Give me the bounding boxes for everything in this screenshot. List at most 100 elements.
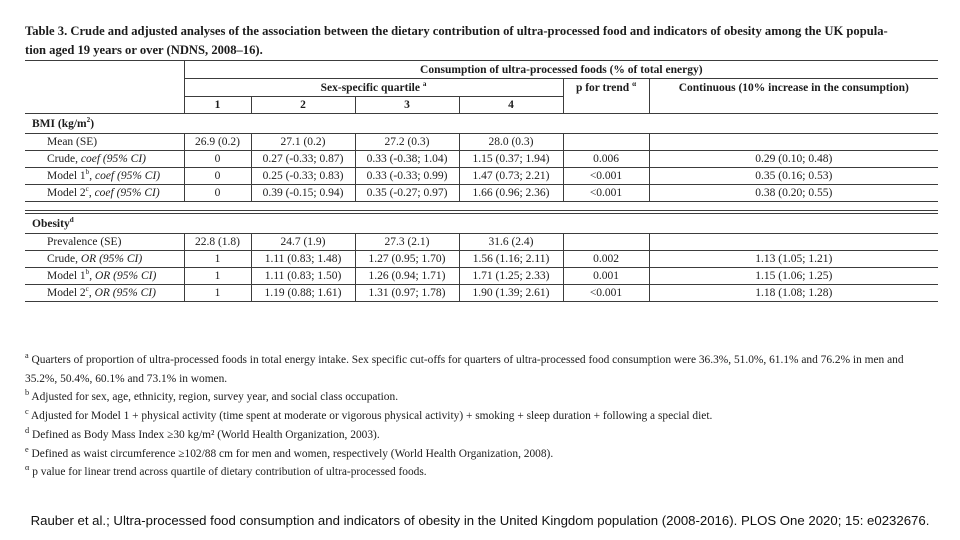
cell-q1: 26.9 (0.2) — [184, 133, 252, 151]
table-title-line2: tion aged 19 years or over (NDNS, 2008–1… — [25, 42, 263, 57]
section-gap — [25, 202, 938, 211]
results-table: Consumption of ultra-processed foods (% … — [25, 60, 939, 302]
quartile-2-header: 2 — [251, 96, 356, 114]
cell-q3: 27.3 (2.1) — [355, 233, 460, 251]
table-row-obesity-model1: Model 1b, OR (95% CI) 1 1.11 (0.83; 1.50… — [25, 267, 939, 285]
obesity-heading-text: Obesity — [32, 218, 70, 230]
cell-ptrend: <0.001 — [563, 284, 650, 302]
obesity-heading-sup: d — [69, 216, 74, 225]
row-label: Model 1b, OR (95% CI) — [25, 267, 185, 285]
cell-q1: 1 — [184, 284, 252, 302]
table-row-obesity-crude: Crude, OR (95% CI) 1 1.11 (0.83; 1.48) 1… — [25, 250, 939, 268]
continuous-header: Continuous (10% increase in the consumpt… — [649, 78, 939, 114]
footnote-e: e Defined as waist circumference ≥102/88… — [25, 444, 554, 460]
cell-continuous: 0.35 (0.16; 0.53) — [649, 167, 939, 185]
cell-ptrend — [563, 133, 650, 151]
cell-q4: 28.0 (0.3) — [459, 133, 564, 151]
cell-continuous: 1.18 (1.08; 1.28) — [649, 284, 939, 302]
row-label: Crude, coef (95% CI) — [25, 150, 185, 168]
cell-q1: 0 — [184, 184, 252, 202]
cell-q4: 1.66 (0.96; 2.36) — [459, 184, 564, 202]
table-title: Table 3. Crude and adjusted analyses of … — [25, 22, 938, 60]
quartile-group-label: Sex-specific quartile — [320, 81, 423, 94]
cell-ptrend: <0.001 — [563, 167, 650, 185]
cell-q2: 0.25 (-0.33; 0.83) — [251, 167, 356, 185]
citation-line: Rauber et al.; Ultra-processed food cons… — [30, 513, 930, 528]
cell-ptrend: 0.006 — [563, 150, 650, 168]
table-row-bmi-model1: Model 1b, coef (95% CI) 0 0.25 (-0.33; 0… — [25, 167, 939, 185]
cell-continuous: 0.29 (0.10; 0.48) — [649, 150, 939, 168]
table-title-line1: Table 3. Crude and adjusted analyses of … — [25, 24, 888, 38]
row-label: Model 2c, OR (95% CI) — [25, 284, 185, 302]
cell-q2: 24.7 (1.9) — [251, 233, 356, 251]
p-for-trend-footnote-mark: α — [632, 80, 637, 89]
cell-ptrend — [563, 233, 650, 251]
cell-q1: 1 — [184, 250, 252, 268]
quartile-group-header: Sex-specific quartile a — [184, 78, 564, 97]
cell-q3: 27.2 (0.3) — [355, 133, 460, 151]
cell-continuous: 1.15 (1.06; 1.25) — [649, 267, 939, 285]
cell-q2: 0.39 (-0.15; 0.94) — [251, 184, 356, 202]
section-heading-obesity: Obesityd — [25, 213, 939, 234]
bmi-heading-sup: 2 — [86, 116, 91, 125]
row-label: Crude, OR (95% CI) — [25, 250, 185, 268]
row-label: Mean (SE) — [25, 133, 185, 151]
table-row-bmi-crude: Crude, coef (95% CI) 0 0.27 (-0.33; 0.87… — [25, 150, 939, 168]
cell-q3: 1.26 (0.94; 1.71) — [355, 267, 460, 285]
table-row-bmi-model2: Model 2c, coef (95% CI) 0 0.39 (-0.15; 0… — [25, 184, 939, 202]
cell-continuous — [649, 233, 939, 251]
cell-ptrend: <0.001 — [563, 184, 650, 202]
cell-q3: 1.31 (0.97; 1.78) — [355, 284, 460, 302]
row-label: Model 1b, coef (95% CI) — [25, 167, 185, 185]
table-row-obesity-model2: Model 2c, OR (95% CI) 1 1.19 (0.88; 1.61… — [25, 284, 939, 302]
quartile-footnote-mark: a — [422, 79, 427, 88]
footnote-a: a Quarters of proportion of ultra-proces… — [25, 351, 904, 385]
row-label: Prevalence (SE) — [25, 233, 185, 251]
corner-cell — [25, 60, 185, 114]
cell-continuous: 1.13 (1.05; 1.21) — [649, 250, 939, 268]
quartile-4-header: 4 — [459, 96, 564, 114]
cell-continuous: 0.38 (0.20; 0.55) — [649, 184, 939, 202]
cell-ptrend: 0.001 — [563, 267, 650, 285]
cell-continuous — [649, 133, 939, 151]
table-row-obesity-prevalence: Prevalence (SE) 22.8 (1.8) 24.7 (1.9) 27… — [25, 233, 939, 251]
footnote-alpha: α p value for linear trend across quarti… — [25, 463, 427, 479]
cell-ptrend: 0.002 — [563, 250, 650, 268]
footnotes: a Quarters of proportion of ultra-proces… — [25, 351, 935, 482]
header-row-groups: Sex-specific quartile a p for trend α Co… — [25, 78, 939, 114]
cell-q2: 1.11 (0.83; 1.48) — [251, 250, 356, 268]
cell-q4: 1.90 (1.39; 2.61) — [459, 284, 564, 302]
header-row-consumption: Consumption of ultra-processed foods (% … — [25, 60, 939, 114]
cell-q1: 22.8 (1.8) — [184, 233, 252, 251]
quartile-3-header: 3 — [355, 96, 460, 114]
quartile-1-header: 1 — [184, 96, 252, 114]
cell-q2: 1.19 (0.88; 1.61) — [251, 284, 356, 302]
p-for-trend-header: p for trend α — [563, 78, 650, 114]
bmi-heading-text: BMI (kg/m — [32, 118, 87, 130]
cell-q3: 0.33 (-0.38; 1.04) — [355, 150, 460, 168]
double-rule — [25, 210, 939, 214]
section-heading-obesity-cell: Obesityd — [25, 213, 939, 234]
cell-q1: 1 — [184, 267, 252, 285]
cell-q4: 1.71 (1.25; 2.33) — [459, 267, 564, 285]
cell-q4: 1.47 (0.73; 2.21) — [459, 167, 564, 185]
section-heading-bmi-cell: BMI (kg/m2) — [25, 113, 939, 134]
cell-q2: 27.1 (0.2) — [251, 133, 356, 151]
cell-q1: 0 — [184, 150, 252, 168]
cell-q4: 31.6 (2.4) — [459, 233, 564, 251]
footnote-b: b Adjusted for sex, age, ethnicity, regi… — [25, 388, 399, 404]
cell-q1: 0 — [184, 167, 252, 185]
table-row-bmi-mean: Mean (SE) 26.9 (0.2) 27.1 (0.2) 27.2 (0.… — [25, 133, 939, 151]
section-heading-bmi: BMI (kg/m2) — [25, 113, 939, 134]
cell-q4: 1.15 (0.37; 1.94) — [459, 150, 564, 168]
footnote-c: c Adjusted for Model 1 + physical activi… — [25, 407, 713, 423]
header-row-quartile-numbers: 1 2 3 4 — [25, 96, 938, 114]
cell-q2: 1.11 (0.83; 1.50) — [251, 267, 356, 285]
row-label: Model 2c, coef (95% CI) — [25, 184, 185, 202]
p-for-trend-label: p for trend — [575, 82, 633, 94]
cell-q2: 0.27 (-0.33; 0.87) — [251, 150, 356, 168]
cell-q3: 0.35 (-0.27; 0.97) — [355, 184, 460, 202]
cell-q3: 0.33 (-0.33; 0.99) — [355, 167, 460, 185]
cell-q3: 1.27 (0.95; 1.70) — [355, 250, 460, 268]
cell-q4: 1.56 (1.16; 2.11) — [459, 250, 564, 268]
